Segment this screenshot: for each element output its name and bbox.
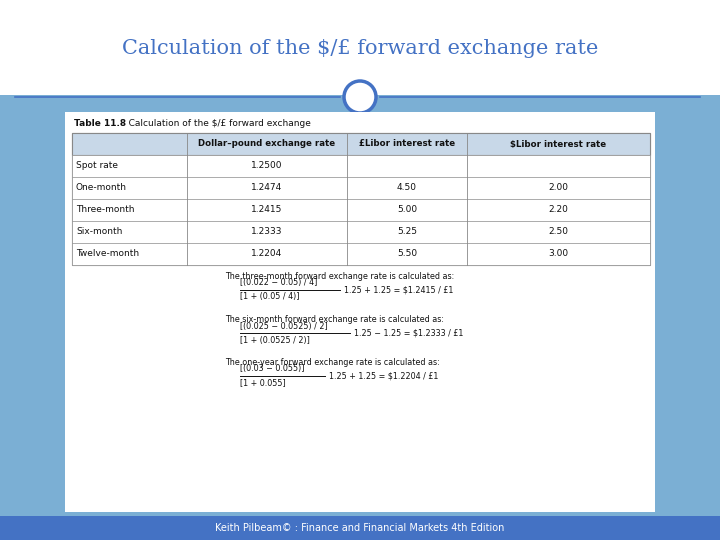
FancyBboxPatch shape — [72, 199, 650, 221]
Text: [1 + (0.05 / 4)]: [1 + (0.05 / 4)] — [240, 293, 300, 301]
Text: The three-month forward exchange rate is calculated as:: The three-month forward exchange rate is… — [225, 272, 454, 281]
FancyBboxPatch shape — [72, 155, 650, 177]
Text: The six-month forward exchange rate is calculated as:: The six-month forward exchange rate is c… — [225, 315, 444, 324]
Text: 5.50: 5.50 — [397, 249, 417, 259]
Text: [1 + 0.055]: [1 + 0.055] — [240, 379, 286, 388]
FancyBboxPatch shape — [72, 133, 650, 155]
FancyBboxPatch shape — [72, 243, 650, 265]
Text: $Libor interest rate: $Libor interest rate — [510, 139, 606, 148]
Text: 1.25 − 1.25 = $1.2333 / £1: 1.25 − 1.25 = $1.2333 / £1 — [354, 328, 464, 338]
Text: Table 11.8: Table 11.8 — [74, 119, 126, 128]
Text: Six-month: Six-month — [76, 227, 122, 237]
Text: Three-month: Three-month — [76, 206, 135, 214]
Text: [(0.025 − 0.0525) / 2]: [(0.025 − 0.0525) / 2] — [240, 321, 328, 330]
Text: 1.2204: 1.2204 — [251, 249, 283, 259]
Text: Keith Pilbeam© : Finance and Financial Markets 4th Edition: Keith Pilbeam© : Finance and Financial M… — [215, 523, 505, 533]
Text: £Libor interest rate: £Libor interest rate — [359, 139, 455, 148]
Text: 5.00: 5.00 — [397, 206, 417, 214]
Text: Twelve-month: Twelve-month — [76, 249, 139, 259]
Text: Calculation of the $/£ forward exchange rate: Calculation of the $/£ forward exchange … — [122, 38, 598, 57]
Text: 1.2500: 1.2500 — [251, 161, 283, 171]
FancyBboxPatch shape — [72, 221, 650, 243]
FancyBboxPatch shape — [72, 133, 650, 265]
FancyBboxPatch shape — [0, 0, 720, 95]
Text: Calculation of the $/£ forward exchange: Calculation of the $/£ forward exchange — [120, 119, 311, 128]
Text: Dollar–pound exchange rate: Dollar–pound exchange rate — [199, 139, 336, 148]
Text: [(0.022 − 0.05) / 4]: [(0.022 − 0.05) / 4] — [240, 279, 318, 287]
Text: 1.25 + 1.25 = $1.2415 / £1: 1.25 + 1.25 = $1.2415 / £1 — [344, 286, 454, 294]
Text: 1.25 + 1.25 = $1.2204 / £1: 1.25 + 1.25 = $1.2204 / £1 — [329, 372, 438, 381]
Text: 4.50: 4.50 — [397, 184, 417, 192]
Text: [(0.03 − 0.055)]: [(0.03 − 0.055)] — [240, 364, 305, 374]
Text: 5.25: 5.25 — [397, 227, 417, 237]
Text: 1.2333: 1.2333 — [251, 227, 283, 237]
Text: One-month: One-month — [76, 184, 127, 192]
Text: 2.50: 2.50 — [549, 227, 569, 237]
FancyBboxPatch shape — [0, 516, 720, 540]
FancyBboxPatch shape — [65, 112, 655, 512]
Text: [1 + (0.0525 / 2)]: [1 + (0.0525 / 2)] — [240, 335, 310, 345]
Text: 1.2415: 1.2415 — [251, 206, 283, 214]
FancyBboxPatch shape — [72, 177, 650, 199]
Text: The one-year forward exchange rate is calculated as:: The one-year forward exchange rate is ca… — [225, 358, 440, 367]
Text: 2.00: 2.00 — [549, 184, 569, 192]
Text: Spot rate: Spot rate — [76, 161, 118, 171]
Text: 2.20: 2.20 — [549, 206, 568, 214]
Text: 1.2474: 1.2474 — [251, 184, 283, 192]
Text: 3.00: 3.00 — [549, 249, 569, 259]
Circle shape — [344, 81, 376, 113]
